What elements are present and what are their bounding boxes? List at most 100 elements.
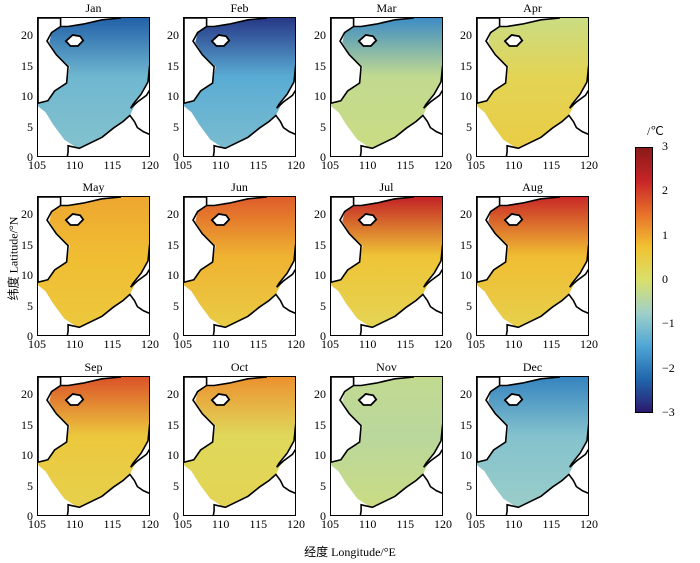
coastline bbox=[499, 377, 560, 387]
colorbar-unit: /℃ bbox=[647, 124, 664, 138]
coastline bbox=[66, 473, 149, 515]
x-tick-label: 115 bbox=[542, 337, 561, 351]
y-tick-label: 10 bbox=[460, 268, 472, 283]
hainan-island bbox=[357, 393, 378, 406]
y-tick-label: 20 bbox=[21, 207, 33, 222]
colorbar-tick-label: 2 bbox=[662, 183, 668, 198]
sea-field bbox=[184, 18, 295, 149]
coastline bbox=[212, 473, 295, 515]
sea-field bbox=[331, 18, 442, 149]
map-svg bbox=[184, 197, 295, 335]
panel-title: Sep bbox=[84, 360, 103, 374]
sea-field bbox=[477, 197, 588, 328]
x-tick-label: 115 bbox=[396, 158, 415, 172]
sea-field bbox=[331, 197, 442, 328]
y-tick-label: 20 bbox=[314, 207, 326, 222]
hainan-island bbox=[503, 393, 524, 406]
map-panel bbox=[330, 196, 443, 336]
y-tick-label: 0 bbox=[320, 329, 326, 343]
y-tick-label: 10 bbox=[21, 268, 33, 283]
map-panel bbox=[37, 17, 150, 157]
colorbar-tick-label: 0 bbox=[662, 272, 668, 286]
y-tick-label: 5 bbox=[320, 119, 326, 134]
y-tick-label: 5 bbox=[173, 478, 179, 493]
panel-title: Jul bbox=[379, 180, 394, 194]
hainan-island bbox=[64, 213, 85, 226]
coastline bbox=[423, 64, 442, 109]
y-tick-label: 0 bbox=[27, 329, 33, 343]
coastline bbox=[184, 377, 215, 464]
y-tick-label: 15 bbox=[460, 58, 472, 73]
x-tick-label: 105 bbox=[174, 517, 192, 531]
y-tick-label: 10 bbox=[167, 89, 179, 104]
y-tick-label: 20 bbox=[314, 28, 326, 43]
hainan-island bbox=[357, 34, 378, 47]
x-tick-label: 115 bbox=[249, 517, 268, 531]
y-tick-label: 15 bbox=[167, 237, 179, 252]
hainan-island bbox=[503, 34, 524, 47]
x-tick-label: 105 bbox=[28, 337, 46, 351]
x-tick-label: 115 bbox=[542, 517, 561, 531]
x-axis-label: 经度 Longitude/°E bbox=[304, 545, 396, 559]
coastline bbox=[359, 114, 442, 156]
sea-field bbox=[477, 377, 588, 508]
map-svg bbox=[38, 18, 149, 156]
panel-title: Jun bbox=[231, 180, 248, 194]
coastline bbox=[477, 197, 508, 284]
coastline bbox=[353, 18, 414, 28]
y-tick-label: 20 bbox=[21, 387, 33, 402]
coastline bbox=[423, 243, 442, 288]
y-tick-label: 5 bbox=[320, 478, 326, 493]
x-tick-label: 110 bbox=[65, 158, 84, 172]
colorbar-tick-label: −3 bbox=[662, 405, 675, 419]
coastline bbox=[331, 18, 362, 105]
coastline bbox=[276, 64, 295, 109]
coastline bbox=[353, 197, 414, 207]
coastline bbox=[130, 243, 149, 288]
y-tick-label: 15 bbox=[314, 237, 326, 252]
coastline bbox=[38, 377, 69, 464]
x-tick-label: 105 bbox=[467, 517, 485, 531]
coastline bbox=[212, 293, 295, 335]
coastline bbox=[276, 243, 295, 288]
x-tick-label: 115 bbox=[249, 158, 268, 172]
x-tick-label: 110 bbox=[65, 337, 84, 351]
map-svg bbox=[331, 377, 442, 515]
y-tick-label: 15 bbox=[460, 237, 472, 252]
y-tick-label: 20 bbox=[167, 387, 179, 402]
x-tick-label: 115 bbox=[396, 517, 415, 531]
x-tick-label: 105 bbox=[28, 517, 46, 531]
coastline bbox=[505, 473, 588, 515]
coastline bbox=[206, 377, 267, 387]
x-tick-label: 105 bbox=[321, 517, 339, 531]
y-tick-label: 0 bbox=[320, 509, 326, 523]
x-tick-label: 115 bbox=[103, 337, 122, 351]
coastline bbox=[38, 197, 69, 284]
coastline bbox=[569, 64, 588, 109]
panel-title: Apr bbox=[523, 1, 542, 15]
x-tick-label: 110 bbox=[504, 517, 523, 531]
map-svg bbox=[184, 18, 295, 156]
panel-title: Oct bbox=[230, 360, 249, 374]
coastline bbox=[569, 423, 588, 468]
map-panel bbox=[476, 196, 589, 336]
coastline bbox=[184, 18, 215, 105]
map-svg bbox=[331, 18, 442, 156]
coastline bbox=[66, 114, 149, 156]
x-tick-label: 110 bbox=[358, 517, 377, 531]
x-tick-label: 110 bbox=[211, 517, 230, 531]
coastline bbox=[60, 18, 121, 28]
coastline bbox=[130, 423, 149, 468]
panel-title: Mar bbox=[376, 1, 397, 15]
coastline bbox=[276, 423, 295, 468]
x-tick-label: 110 bbox=[358, 158, 377, 172]
map-panel bbox=[183, 196, 296, 336]
map-svg bbox=[477, 377, 588, 515]
sea-field bbox=[184, 377, 295, 508]
x-tick-label: 115 bbox=[249, 337, 268, 351]
map-svg bbox=[184, 377, 295, 515]
coastline bbox=[206, 18, 267, 28]
y-tick-label: 10 bbox=[314, 89, 326, 104]
map-svg bbox=[38, 377, 149, 515]
y-tick-label: 5 bbox=[466, 298, 472, 313]
